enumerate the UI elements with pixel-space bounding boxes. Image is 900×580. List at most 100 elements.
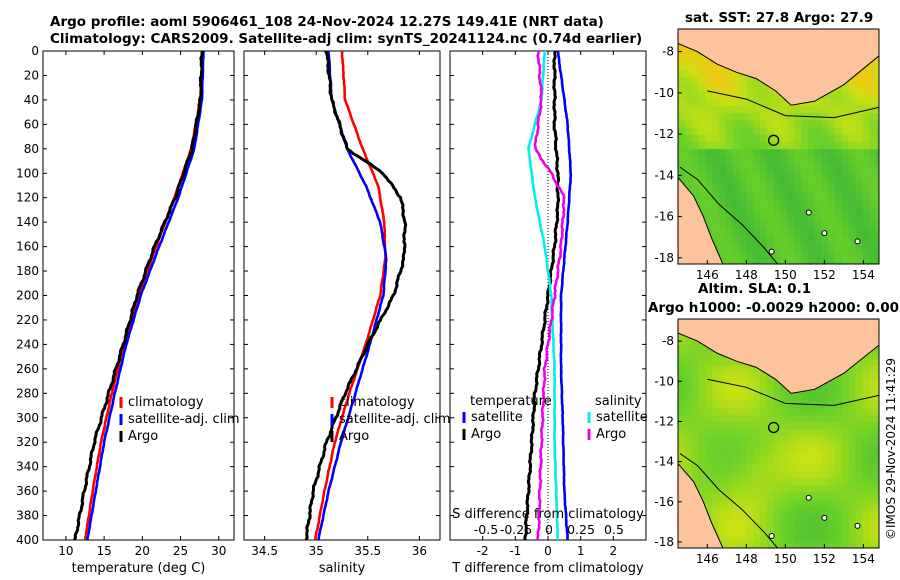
map-cell: [841, 220, 850, 229]
map-cell: [691, 90, 700, 99]
map-cell: [835, 155, 843, 164]
map-cell: [718, 76, 727, 85]
map-cell: [828, 463, 836, 472]
map-cell: [821, 98, 829, 106]
map-cell: [855, 498, 864, 507]
map-cell: [821, 393, 829, 401]
map-cell: [718, 449, 727, 458]
map-cell: [794, 491, 802, 500]
legend-label: Argo: [596, 427, 626, 442]
map-cell: [821, 148, 829, 157]
map-cell: [678, 456, 686, 465]
map-cell: [855, 90, 864, 99]
map-cell: [869, 119, 877, 128]
map-cell: [835, 126, 843, 135]
map-cell: [821, 505, 829, 514]
depth-contour: [707, 378, 879, 406]
map-cell: [712, 220, 720, 229]
map-cell: [855, 126, 864, 135]
map-cell: [814, 512, 823, 521]
map-cell: [759, 456, 768, 465]
map-cell: [855, 491, 864, 500]
map-cell: [780, 470, 788, 479]
map-cell: [862, 256, 870, 264]
map-cell: [759, 199, 768, 207]
map-cell: [828, 407, 836, 416]
map-cell: [691, 112, 700, 121]
y-tick-label: 380: [16, 509, 39, 523]
map-cell: [862, 98, 870, 106]
map-cell: [828, 456, 836, 465]
map-cell: [876, 428, 879, 437]
map-cell: [746, 126, 754, 135]
map-cell: [712, 184, 720, 193]
y-tick-label: -14: [654, 168, 674, 182]
map-cell: [841, 191, 850, 200]
map-cell: [739, 498, 747, 507]
map-cell: [678, 435, 686, 444]
map-cell: [787, 414, 795, 423]
map-cell: [780, 235, 788, 243]
map-cell: [698, 470, 706, 479]
map-cell: [821, 155, 829, 164]
map-cell: [800, 463, 809, 472]
map-cell: [753, 484, 761, 493]
map-cell: [739, 393, 747, 401]
map-cell: [821, 421, 829, 430]
map-cell: [848, 470, 857, 479]
map-cell: [814, 148, 823, 157]
map-cell: [753, 199, 761, 207]
map-cell: [684, 141, 693, 150]
map-cell: [698, 141, 706, 150]
y-tick-label: -16: [654, 495, 674, 509]
map-cell: [732, 249, 741, 258]
map-cell: [718, 372, 727, 380]
map-cell: [835, 213, 843, 222]
map-cell: [759, 134, 768, 142]
map-cell: [746, 456, 754, 465]
map-cell: [684, 126, 693, 135]
map-cell: [746, 227, 754, 236]
map-cell: [821, 170, 829, 179]
map-cell: [753, 393, 761, 401]
map-cell: [759, 470, 768, 479]
y-tick-label: 300: [16, 411, 39, 425]
map-cell: [718, 199, 727, 207]
map-cell: [841, 206, 850, 215]
map-cell: [869, 386, 877, 394]
map-cell: [718, 134, 727, 142]
map-cell: [780, 256, 788, 264]
map-cell: [732, 393, 741, 401]
map-cell: [739, 249, 747, 258]
map-cell: [705, 442, 713, 451]
map-cell: [746, 372, 754, 380]
map-cell: [794, 512, 802, 521]
map-cell: [725, 76, 734, 85]
y-tick-label: 400: [16, 533, 39, 547]
map-cell: [718, 435, 727, 444]
map-cell: [746, 533, 754, 542]
map-cell: [732, 126, 741, 135]
y-tick-label: 120: [16, 191, 39, 205]
map-cell: [862, 428, 870, 437]
map-cell: [691, 105, 700, 114]
map-cell: [725, 456, 734, 465]
map-cell: [712, 134, 720, 142]
map-cell: [698, 351, 706, 359]
map-cell: [753, 540, 761, 548]
map-cell: [725, 170, 734, 179]
figure-title-line1: Argo profile: aoml 5906461_108 24-Nov-20…: [50, 14, 604, 30]
map-cell: [821, 119, 829, 128]
map-cell: [753, 220, 761, 229]
map-cell: [746, 512, 754, 521]
map-cell: [869, 351, 877, 359]
map-cell: [841, 227, 850, 236]
map-cell: [753, 242, 761, 251]
map-cell: [684, 379, 693, 387]
map-cell: [876, 83, 879, 92]
map-cell: [828, 199, 836, 207]
map-cell: [869, 177, 877, 186]
map-cell: [712, 126, 720, 135]
map-cell: [828, 505, 836, 514]
map-cell: [780, 141, 788, 150]
